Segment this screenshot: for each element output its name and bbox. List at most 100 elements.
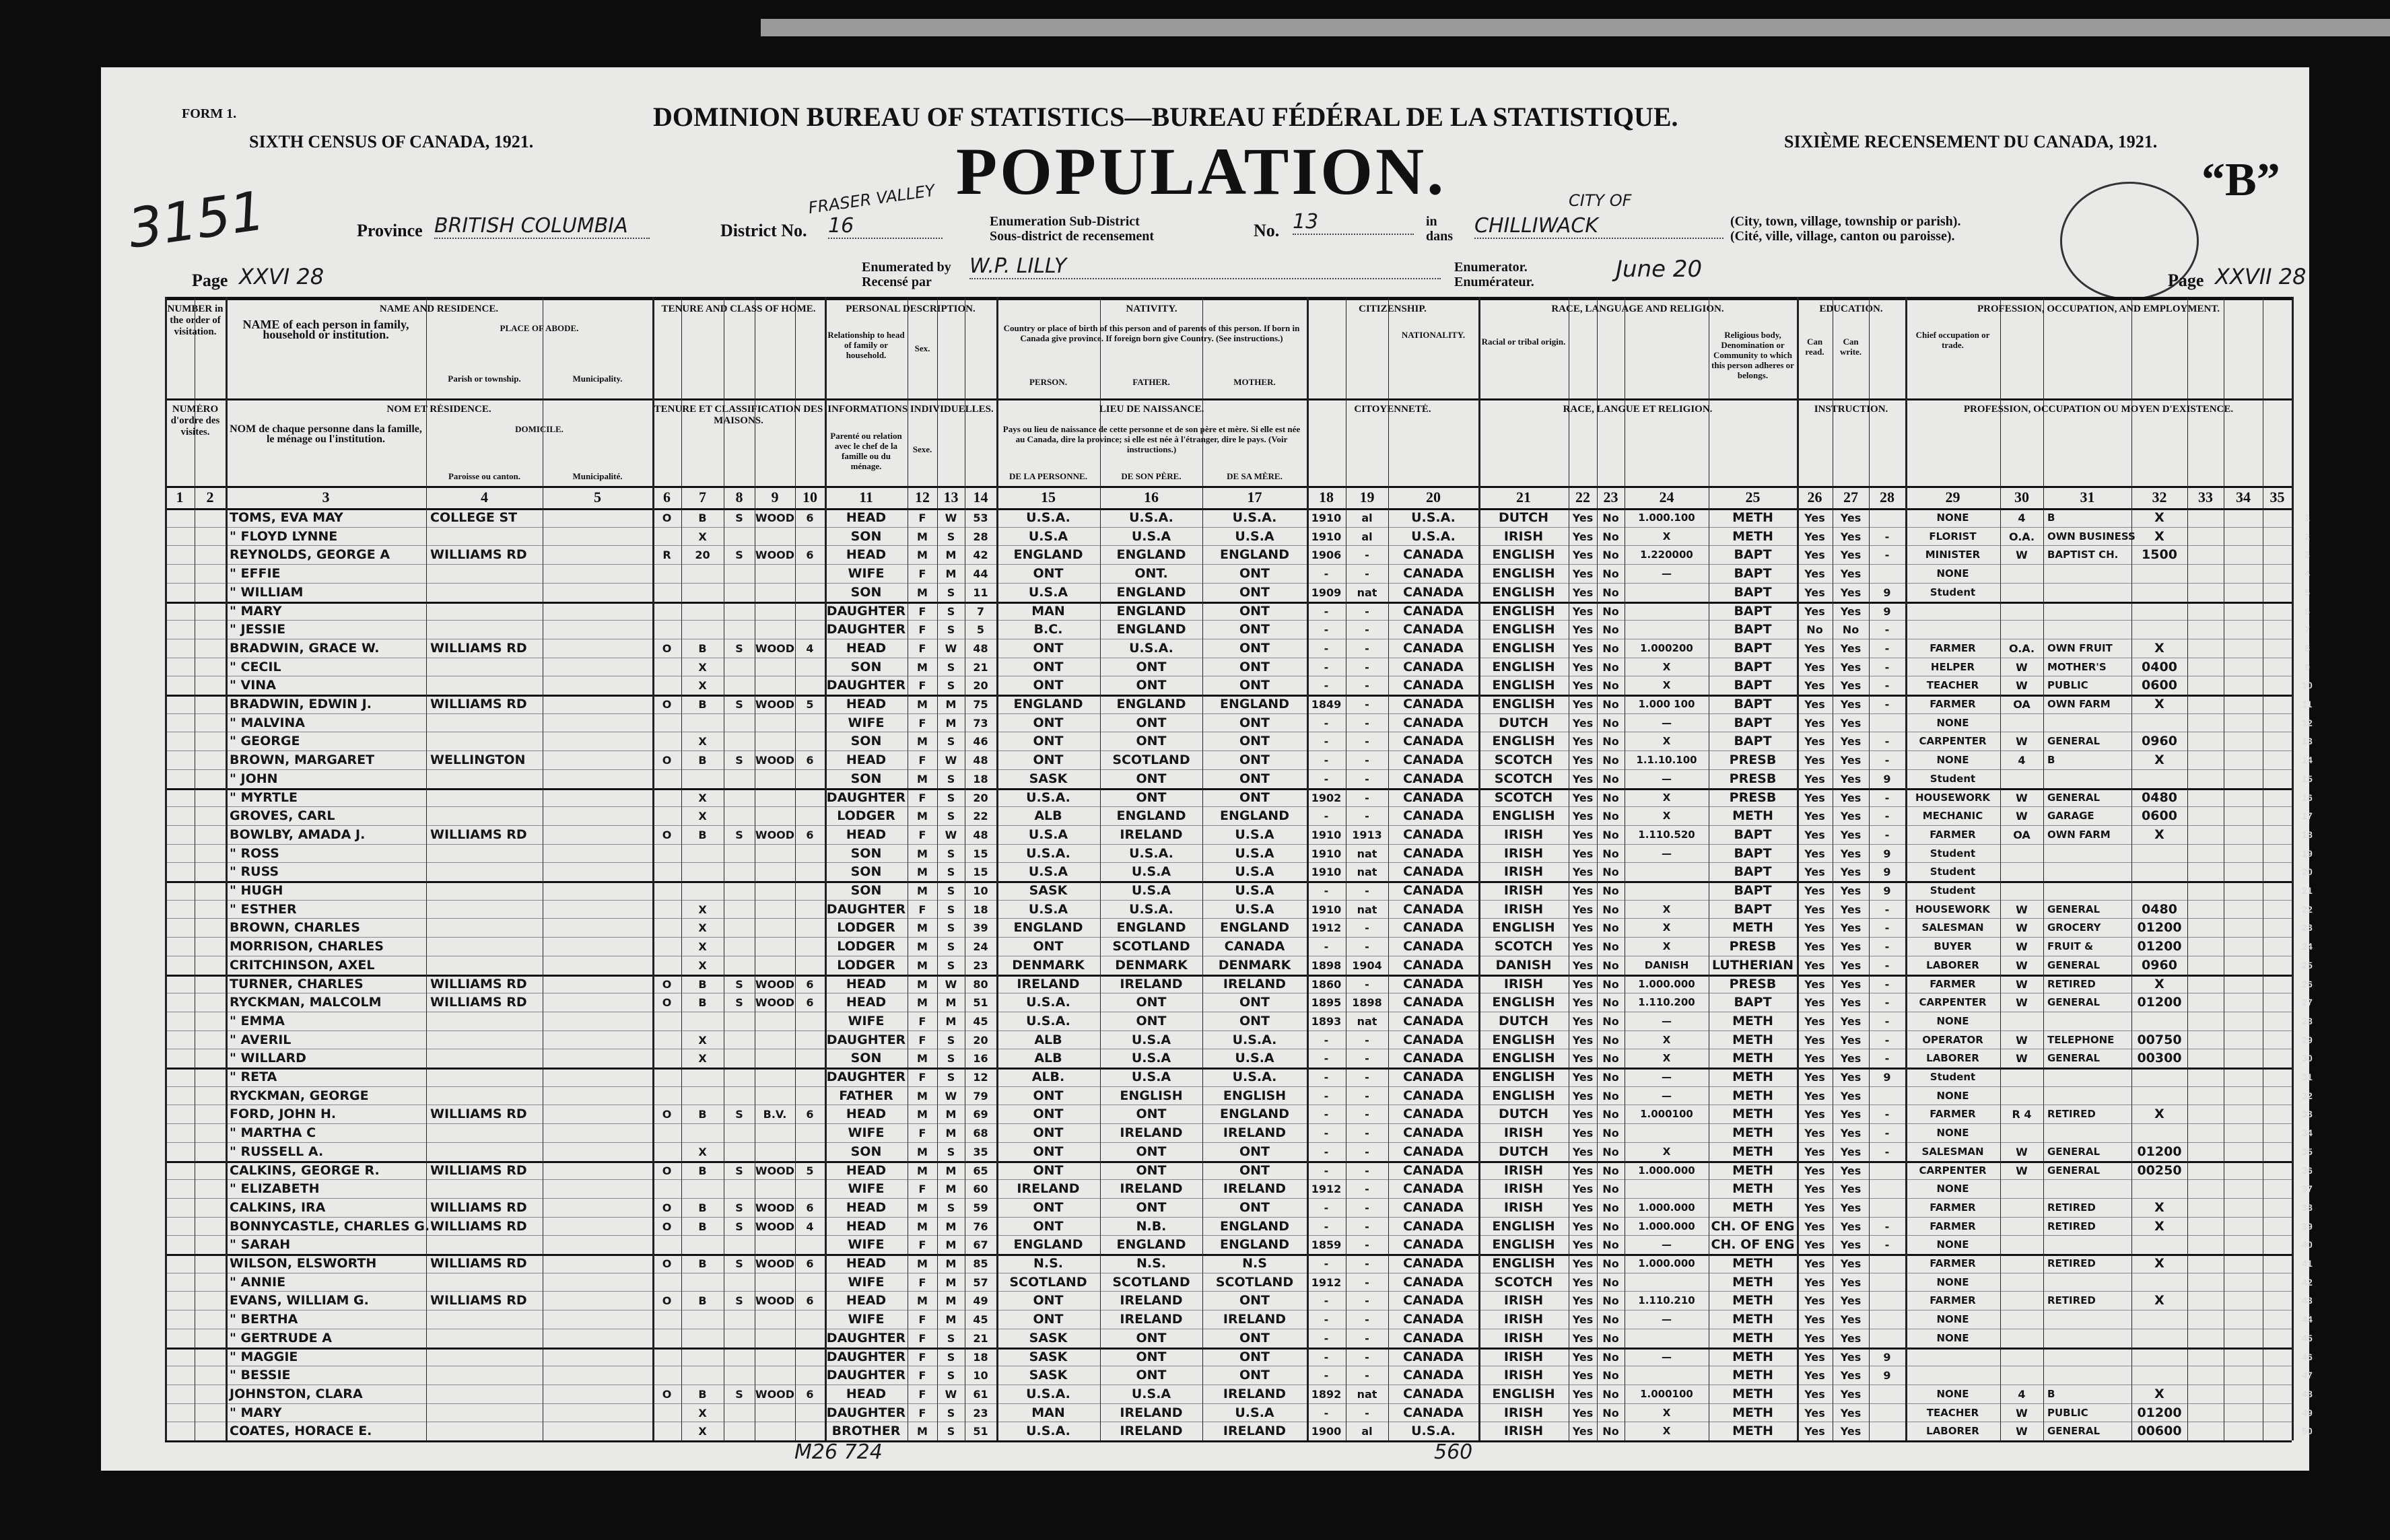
table-cell: Yes [1804,530,1825,543]
table-cell [724,882,755,900]
table-cell: CANADA [1403,566,1464,582]
table-cell: ONT [1239,1013,1270,1028]
row-rule [165,1123,2292,1125]
table-cell: W [945,977,957,991]
table-cell: WIFE [848,566,885,582]
table-bottom-rule [165,1440,2292,1442]
table-cell: — [1662,1350,1672,1363]
column-rule [1100,297,1101,1440]
table-cell [2131,1087,2187,1105]
table-cell: Yes [1804,512,1825,524]
table-cell: IRELAND [1223,1312,1287,1327]
table-cell: Yes [1804,604,1825,618]
table-cell [755,1348,795,1366]
table-cell: CANADA [1403,547,1464,563]
person-name: " BESSIE [230,1368,291,1383]
table-cell: M [945,1220,957,1233]
table-cell: S [947,530,955,543]
table-cell: O [662,828,672,841]
table-cell: Yes [1840,549,1862,562]
table-cell [1869,565,1905,583]
table-cell: B [2047,1387,2055,1400]
column-rule [226,297,228,1440]
table-cell: nat [1357,903,1377,916]
table-cell: X [1662,1145,1671,1158]
table-cell: CANADA [1403,771,1464,786]
table-cell: NONE [1936,1313,1969,1326]
table-cell: S [947,1350,955,1364]
table-cell: Yes [1840,1108,1862,1121]
table-cell: Yes [1840,1071,1862,1084]
table-cell: 6 [806,1387,814,1401]
table-cell [755,1031,795,1049]
table-cell: 1900 [1311,1425,1342,1438]
table-cell: B [698,1387,707,1401]
person-name: " JOHN [230,771,278,786]
line-number: 38 [2302,1201,2313,1213]
table-cell [795,584,825,602]
table-cell: M [917,549,928,562]
table-cell: O.A. [2008,641,2035,655]
table-cell [755,714,795,732]
table-cell: ALB [1034,1032,1062,1047]
table-cell: CANADA [1403,1237,1464,1253]
table-cell: Yes [1840,828,1862,841]
table-cell: 11 [973,586,988,599]
table-cell [755,528,795,546]
table-cell: Yes [1840,810,1862,823]
table-cell: X [698,903,707,916]
table-cell: CANADA [1403,1386,1464,1401]
table-cell: CANADA [1403,920,1464,936]
table-cell: — [1662,772,1672,785]
table-cell: 1.000.000 [1638,1201,1695,1214]
table-cell [755,789,795,807]
table-cell [2043,1310,2136,1329]
table-cell: M [945,1313,957,1327]
table-cell: U.S.A. [1026,1013,1070,1028]
table-cell: 4 [2018,1387,2026,1401]
table-cell: 1910 [1311,512,1342,524]
subdistrict-number: 13 [1293,210,1414,235]
table-cell: W [2016,1145,2028,1158]
table-cell: 1893 [1311,1014,1342,1028]
table-cell: 1.110.200 [1638,996,1695,1009]
table-cell: Student [1930,772,1976,785]
line-number: 35 [2302,1146,2313,1157]
table-cell: - [1365,567,1369,581]
row-rule [165,526,2292,528]
table-cell: Yes [1804,1331,1825,1345]
table-cell: MAN [1031,1405,1065,1420]
table-cell: WILLIAMS RD [430,1199,527,1215]
table-cell [724,1348,755,1366]
table-cell: Yes [1572,791,1594,804]
person-name: " VINA [230,678,276,693]
column-number: 18 [1319,489,1334,505]
table-cell: Yes [1840,1257,1862,1270]
table-cell: - [1365,921,1369,935]
table-cell [652,1087,681,1105]
table-cell: U.S.A [1235,845,1274,861]
table-cell [426,528,547,546]
table-cell [681,845,724,863]
table-cell: 9 [1883,866,1891,879]
table-cell: ONT [1239,566,1270,582]
table-cell: 1902 [1311,791,1342,804]
table-cell: IRISH [1503,864,1544,880]
table-cell [1625,1180,1709,1198]
table-cell: HEAD [846,1386,887,1401]
table-cell [681,584,724,602]
table-cell: 4 [806,1220,814,1233]
table-cell: F [918,1406,926,1420]
table-cell: No [1602,866,1619,879]
table-cell [426,1049,547,1068]
table-cell: No [1602,1014,1619,1028]
table-cell: ENGLAND [1013,1237,1083,1253]
table-cell: - [1324,1089,1329,1102]
table-cell: — [1662,847,1672,860]
group-header-fr: CITOYENNETÉ. [1354,404,1431,415]
table-cell: X [1662,679,1671,692]
table-cell: F [918,1313,926,1327]
row-rule [165,713,2292,714]
table-cell [652,528,681,546]
table-cell: 1895 [1311,996,1342,1010]
